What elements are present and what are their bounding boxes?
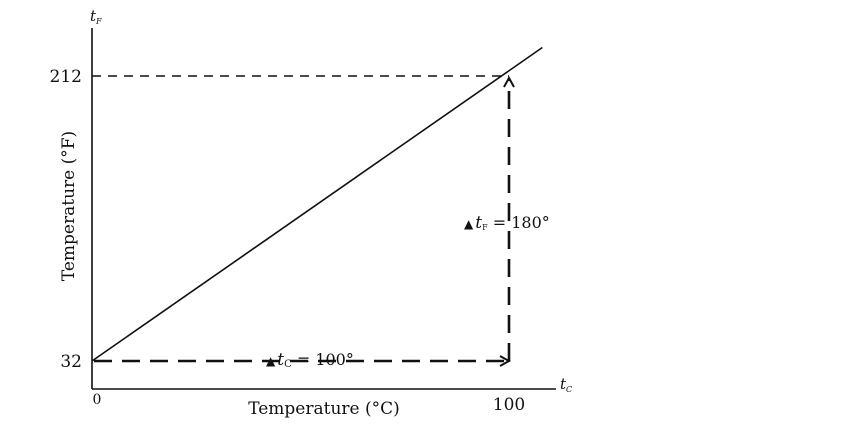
x-tick-label-100: 100 [493,395,525,415]
series-line [91,46,543,362]
delta-f-triangle: ▲ [464,217,474,231]
y-axis-symbol-sub: F [95,17,102,26]
delta-c-sub: C [284,359,292,370]
y-tick-label-32: 32 [60,352,82,372]
y-tick-label-212: 212 [50,67,82,87]
y-axis-symbol: tF [90,7,102,26]
x-axis-symbol-sub: C [566,385,572,394]
x-axis-symbol: tC [560,375,572,394]
delta-f-value: = 180° [488,213,550,232]
delta-f-sub: F [482,223,488,232]
delta-c-value: = 100° [292,350,354,369]
delta-f-symbol: t [475,213,482,233]
delta-c-triangle: ▲ [266,354,276,368]
delta-c-label: ▲ tC = 100° [266,350,354,370]
delta-f-label: ▲ tF = 180° [464,213,550,233]
delta-c-symbol: t [277,350,284,370]
x-axis-label: Temperature (°C) [248,399,400,419]
y-axis-symbol-main: t [90,7,97,25]
y-axis-label: Temperature (°F) [59,131,79,281]
x-tick-label-0: 0 [93,392,102,408]
x-axis-symbol-main: t [560,375,567,393]
